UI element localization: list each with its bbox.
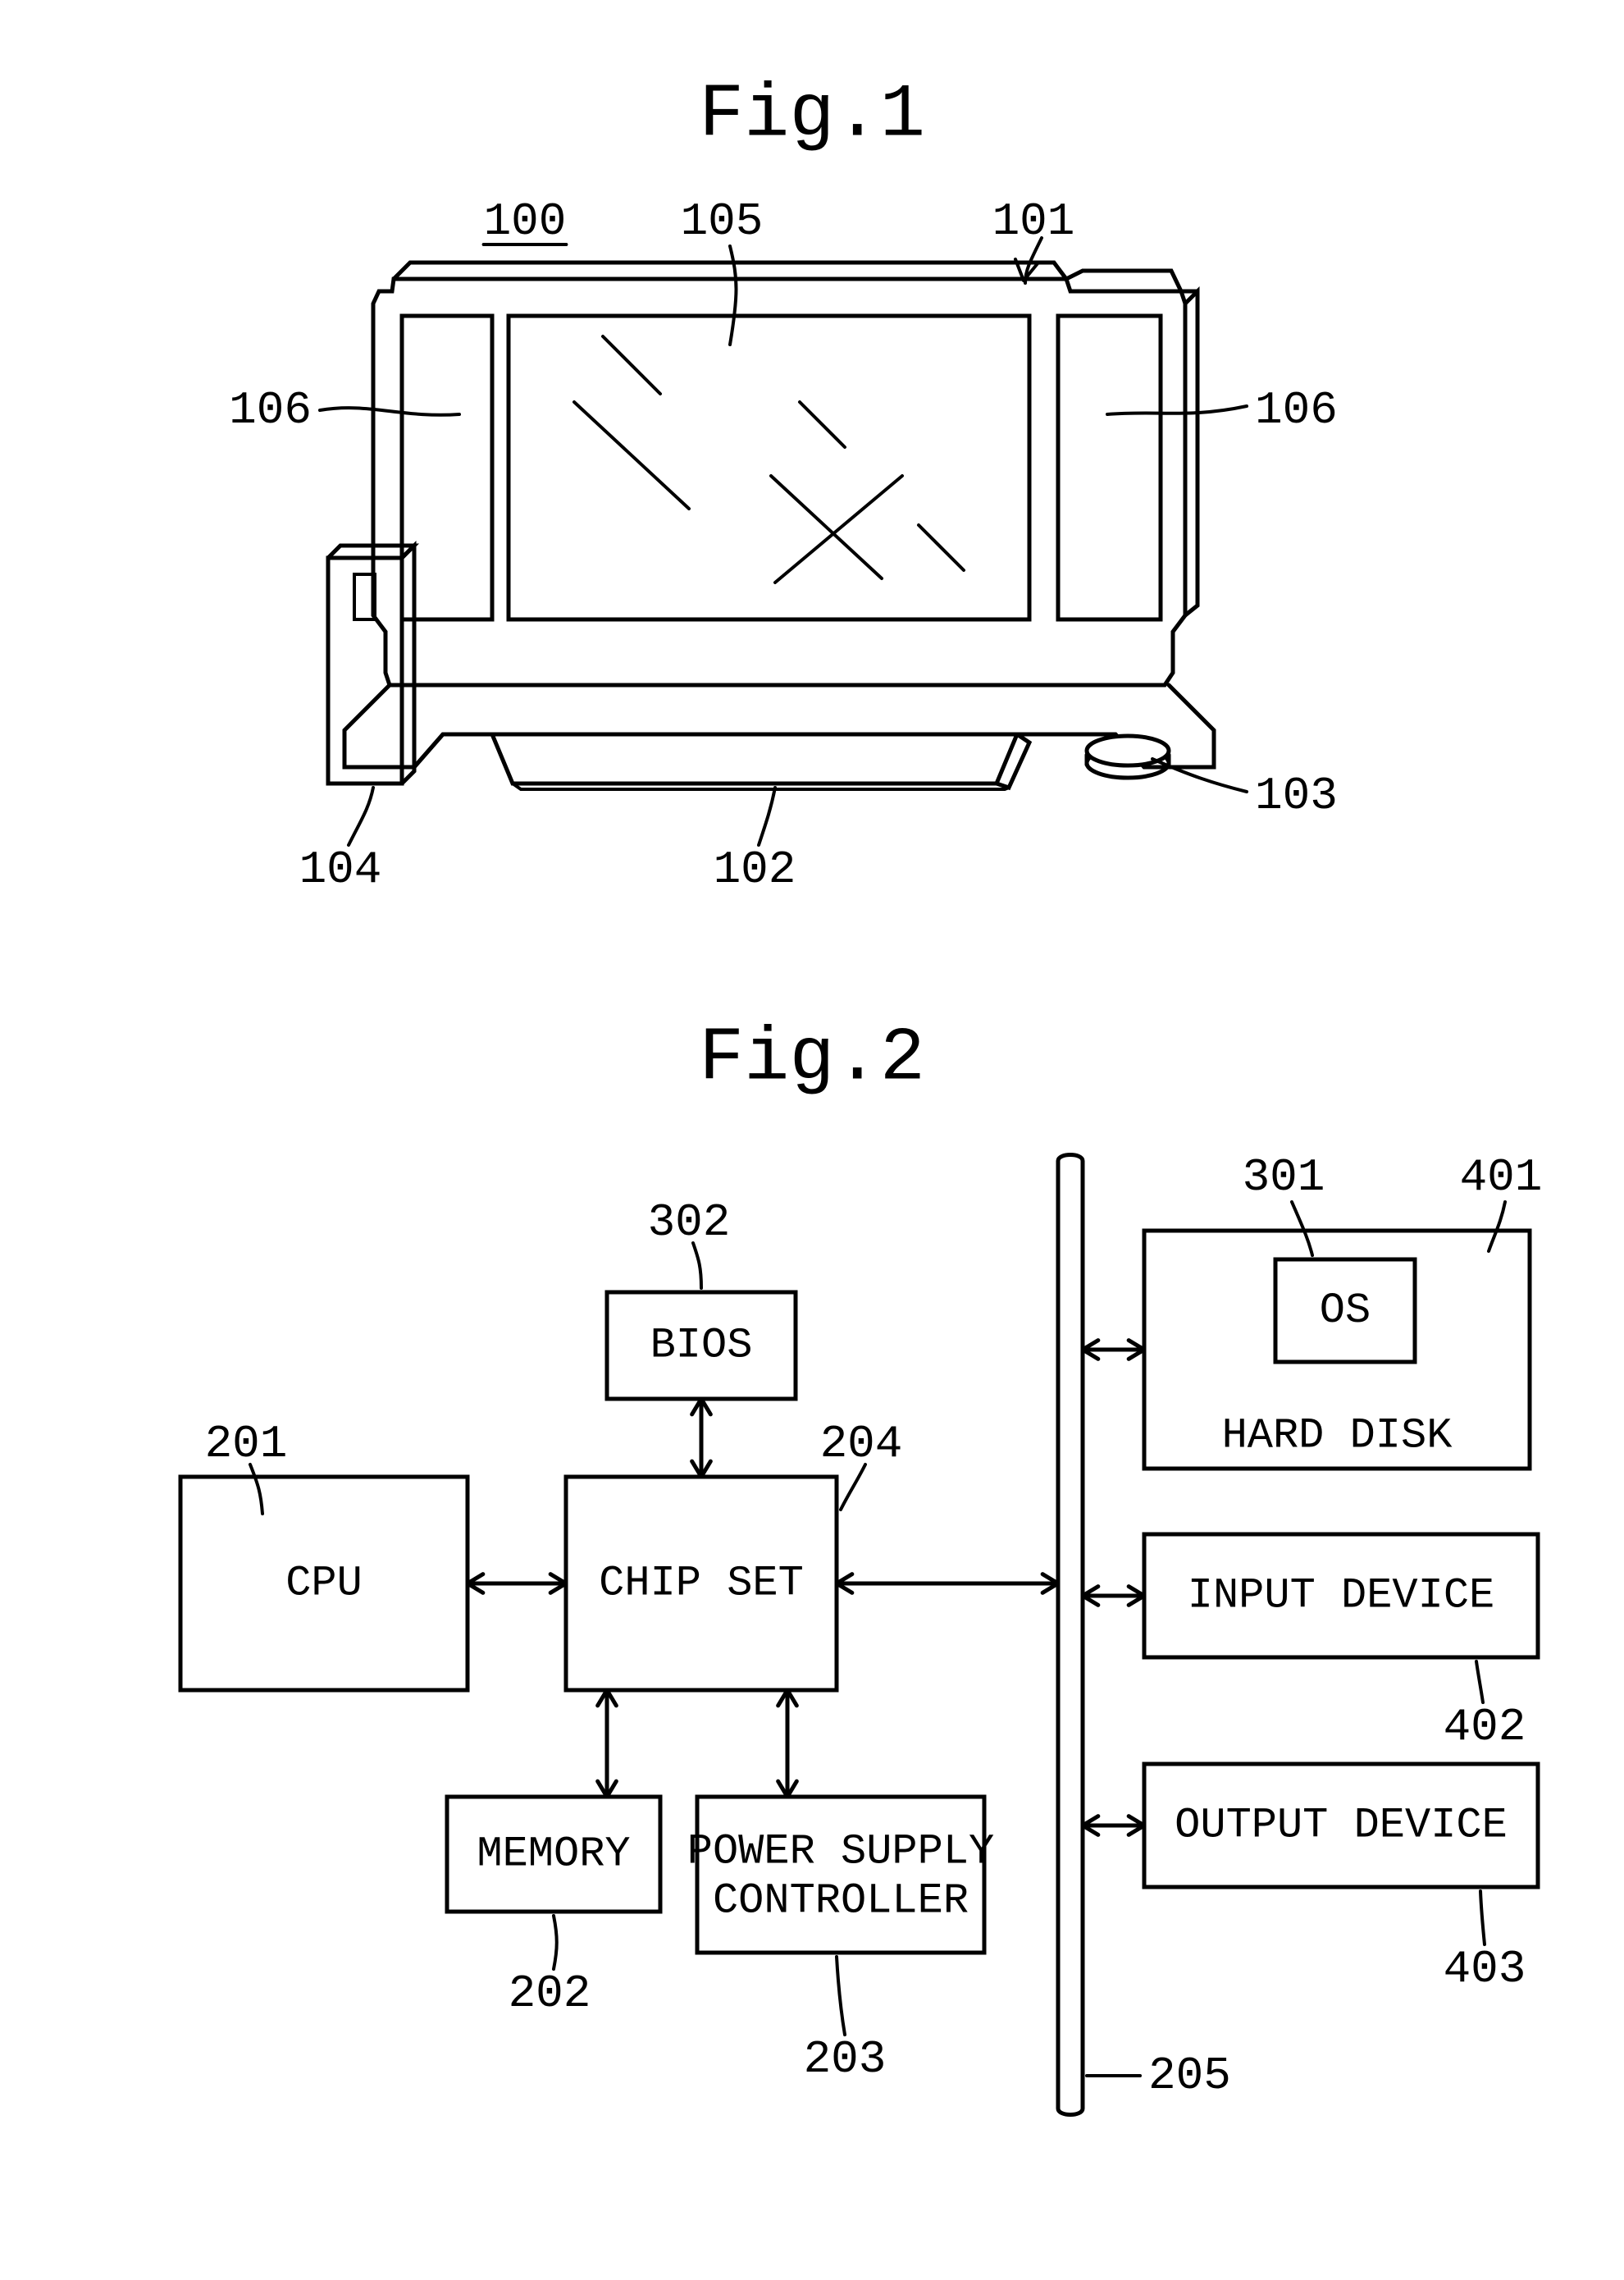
- fig2-block-chip-label: CHIP SET: [599, 1560, 804, 1608]
- fig1-label-104: 104: [299, 843, 382, 896]
- fig2-block-mem: MEMORY: [447, 1797, 660, 1912]
- fig2-title: Fig.2: [699, 1015, 925, 1101]
- fig1: Fig.1 100 101 102 103 104 105 106 106: [229, 71, 1338, 896]
- fig2-block-psc-label2: CONTROLLER: [713, 1877, 969, 1926]
- fig2-label-204: 204: [820, 1418, 903, 1470]
- fig2-label-401: 401: [1460, 1151, 1543, 1204]
- fig2-label-402: 402: [1444, 1701, 1526, 1753]
- fig2-block-out-label: OUTPUT DEVICE: [1175, 1802, 1508, 1850]
- fig2-block-hdd: HARD DISK: [1144, 1231, 1530, 1469]
- fig1-label-103: 103: [1255, 770, 1338, 822]
- fig1-label-101: 101: [992, 195, 1075, 248]
- fig2-block-inp-label: INPUT DEVICE: [1188, 1572, 1494, 1620]
- fig2-block-out: OUTPUT DEVICE: [1144, 1764, 1538, 1887]
- fig1-label-106R: 106: [1255, 384, 1338, 436]
- fig2-label-301: 301: [1243, 1151, 1325, 1204]
- fig1-label-106L: 106: [229, 384, 312, 436]
- fig2-block-mem-label: MEMORY: [477, 1830, 630, 1879]
- fig2-block-chip: CHIP SET: [566, 1477, 837, 1690]
- fig2: Fig.2 CPU BIOS CHIP SET MEMORY POWER SUPPLYCO…: [180, 1015, 1542, 2114]
- fig2-label-203: 203: [804, 2033, 887, 2086]
- fig2-block-os-label: OS: [1320, 1286, 1371, 1335]
- fig1-label-100: 100: [484, 195, 567, 248]
- fig2-block-psc: POWER SUPPLYCONTROLLER: [687, 1797, 994, 1953]
- fig1-label-102: 102: [714, 843, 796, 896]
- fig1-label-105: 105: [681, 195, 764, 248]
- fig2-block-os: OS: [1275, 1259, 1415, 1362]
- fig2-block-hdd-label: HARD DISK: [1222, 1412, 1453, 1460]
- fig2-block-bios: BIOS: [607, 1292, 796, 1399]
- fig2-block-psc-label1: POWER SUPPLY: [687, 1828, 994, 1876]
- fig2-label-201: 201: [205, 1418, 288, 1470]
- fig2-block-inp: INPUT DEVICE: [1144, 1534, 1538, 1657]
- fig2-label-302: 302: [648, 1196, 731, 1249]
- fig2-label-403: 403: [1444, 1943, 1526, 1995]
- fig2-block-bios-label: BIOS: [650, 1322, 753, 1370]
- fig2-label-202: 202: [509, 1967, 591, 2020]
- fig1-title: Fig.1: [699, 71, 925, 158]
- fig2-block-cpu: CPU: [180, 1477, 468, 1690]
- fig2-block-cpu-label: CPU: [285, 1560, 363, 1608]
- fig2-label-205: 205: [1148, 2049, 1231, 2102]
